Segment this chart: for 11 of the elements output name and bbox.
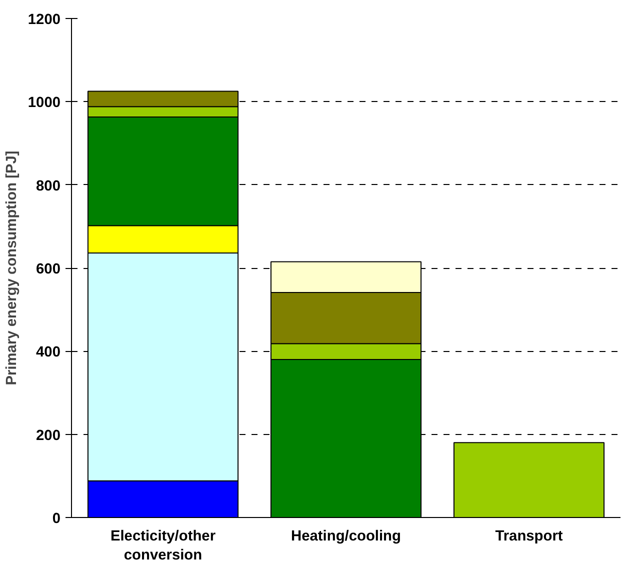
x-tick-label: Electicity/other conversion — [110, 528, 216, 564]
y-tick-label: 0 — [52, 511, 61, 527]
x-tick-label: Heating/cooling — [291, 528, 401, 544]
y-tick-label: 1000 — [28, 95, 61, 112]
y-axis-title: Primary energy consumption [PJ] — [4, 150, 20, 386]
y-tick-label: 400 — [36, 344, 61, 361]
y-tick-label: 1200 — [28, 12, 61, 28]
y-tick-label: 800 — [36, 178, 61, 194]
y-tick-label: 600 — [36, 262, 61, 278]
y-tick-label: 200 — [36, 428, 61, 444]
x-tick-label: Transport — [495, 528, 563, 544]
